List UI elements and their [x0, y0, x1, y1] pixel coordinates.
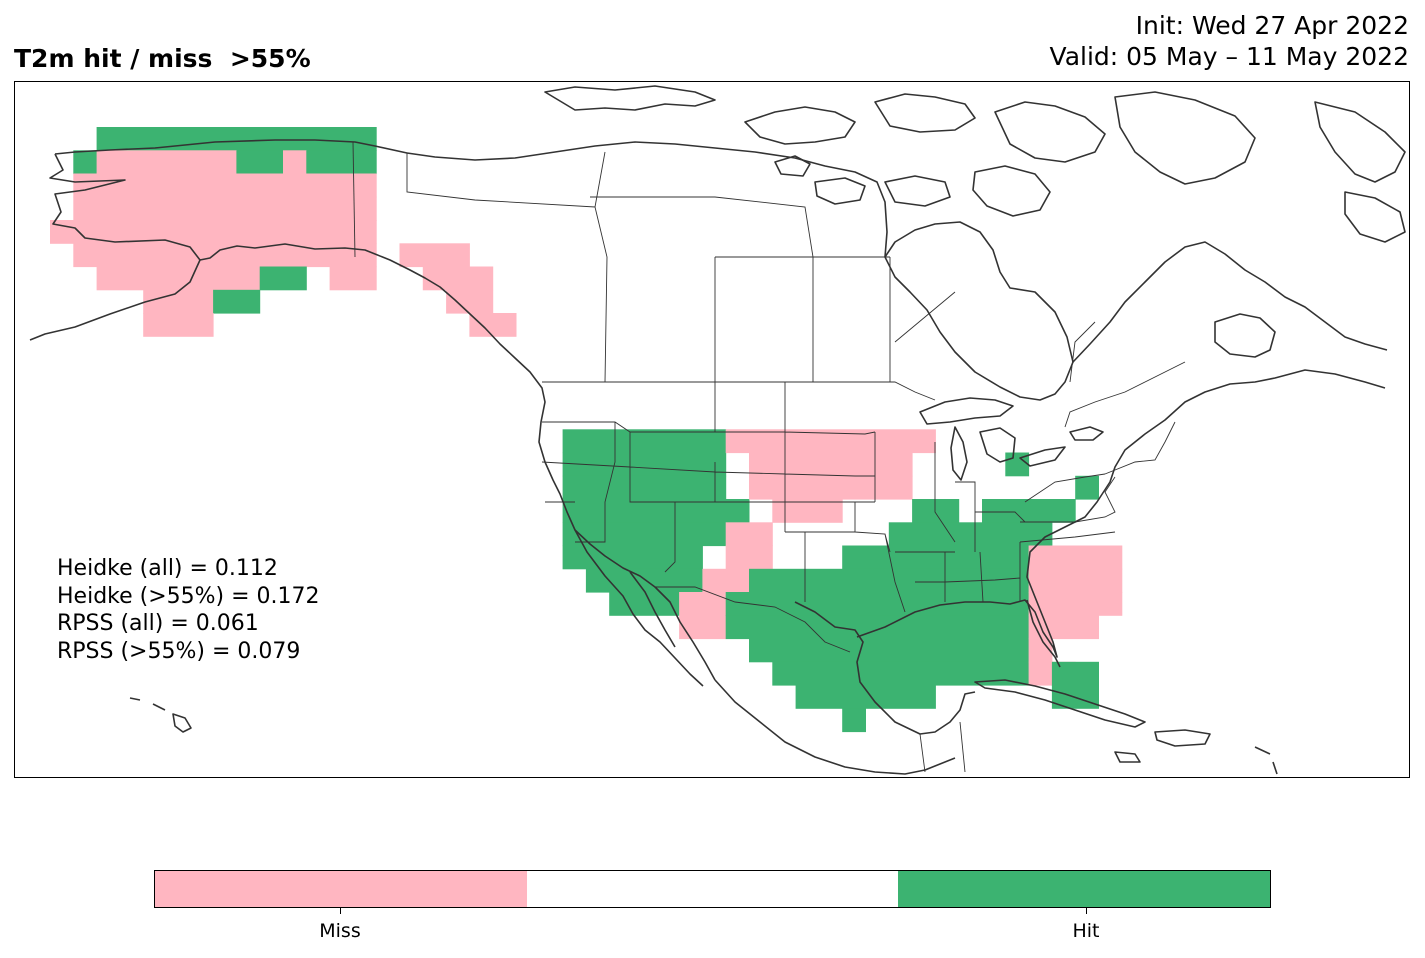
colorbar-miss-segment [155, 871, 527, 907]
hit-grid-cell [259, 266, 307, 291]
heidke-55: Heidke (>55%) = 0.172 [57, 583, 320, 609]
miss-grid-cell [1028, 545, 1123, 570]
hit-grid-cell [562, 429, 727, 454]
hit-grid-cell [982, 499, 1076, 523]
colorbar-tick-miss [340, 908, 341, 914]
colorbar-tick-hit [1086, 908, 1087, 914]
miss-grid-cell [725, 545, 773, 570]
miss-grid-cell [725, 522, 773, 547]
date-info: Init: Wed 27 Apr 2022 Valid: 05 May – 11… [1050, 10, 1409, 72]
miss-grid-cell [772, 499, 843, 523]
hit-grid-cell [725, 615, 1030, 640]
colorbar-label-hit: Hit [1072, 920, 1100, 942]
miss-grid-cell [50, 220, 377, 244]
map-title: T2m hit / miss >55% [14, 44, 311, 73]
map-panel [14, 81, 1410, 778]
political-borders [352, 141, 1186, 773]
valid-period: Valid: 05 May – 11 May 2022 [1049, 42, 1409, 71]
hit-grid-cell [749, 638, 1030, 663]
hit-grid-cell [96, 127, 377, 151]
miss-grid-cell [283, 150, 307, 175]
miss-grid-cell [749, 452, 913, 477]
miss-grid-cell [73, 196, 377, 221]
hit-grid-cell [236, 150, 284, 175]
hit-grid-cell [213, 289, 261, 314]
hit-grid-cell [842, 708, 866, 733]
heidke-all: Heidke (all) = 0.112 [57, 556, 278, 581]
hit-grid-cell [749, 568, 1053, 593]
hit-grid-cell [888, 522, 1053, 547]
hit-grid-cell [912, 499, 960, 523]
rpss-all: RPSS (all) = 0.061 [57, 611, 259, 636]
init-date: Init: Wed 27 Apr 2022 [1135, 11, 1409, 40]
miss-grid-cell [1028, 615, 1099, 640]
hit-grid-cell [562, 545, 703, 570]
hit-grid-cell [725, 592, 1053, 616]
skill-scores: Heidke (all) = 0.112 Heidke (>55%) = 0.1… [57, 555, 320, 665]
miss-grid-cell [749, 475, 913, 500]
miss-grid-cell [422, 266, 494, 291]
miss-grid-cell [143, 289, 214, 314]
hit-grid-cell [772, 661, 1030, 686]
miss-grid-cell [1028, 592, 1123, 616]
miss-grid-cell [1028, 568, 1123, 593]
colorbar-label-miss: Miss [319, 920, 361, 942]
hit-grid-cell [562, 475, 727, 500]
miss-grid-cell [1028, 638, 1053, 663]
colorbar [154, 870, 1271, 908]
coastlines [29, 85, 1406, 775]
hit-grid-cell [842, 545, 1053, 570]
hit-grid-cell [795, 685, 936, 709]
miss-grid-cell [73, 173, 377, 198]
hit-grid-cell [1051, 661, 1099, 686]
miss-grid-cell [96, 266, 261, 291]
hit-grid-cell [306, 150, 377, 175]
hit-grid-cell [562, 522, 727, 547]
colorbar-neutral-segment [526, 871, 899, 907]
miss-grid-cell [469, 313, 517, 337]
map-canvas [29, 85, 1406, 775]
miss-grid-cell [73, 243, 377, 268]
miss-grid-cell [679, 615, 727, 640]
colorbar-hit-segment [898, 871, 1271, 907]
miss-grid-cell [143, 313, 214, 337]
miss-grid-cell [399, 243, 470, 268]
miss-grid-cell [96, 150, 237, 175]
hit-grid-cell [562, 499, 750, 523]
hit-grid-cell [73, 150, 98, 175]
miss-grid-cell [446, 289, 494, 314]
hit-grid-cell [1075, 475, 1099, 500]
hit-grid-cell [585, 568, 703, 593]
rpss-55: RPSS (>55%) = 0.079 [57, 638, 301, 664]
forecast-grid-cells [50, 127, 1123, 733]
miss-grid-cell [329, 266, 377, 291]
miss-grid-cell [725, 429, 936, 454]
